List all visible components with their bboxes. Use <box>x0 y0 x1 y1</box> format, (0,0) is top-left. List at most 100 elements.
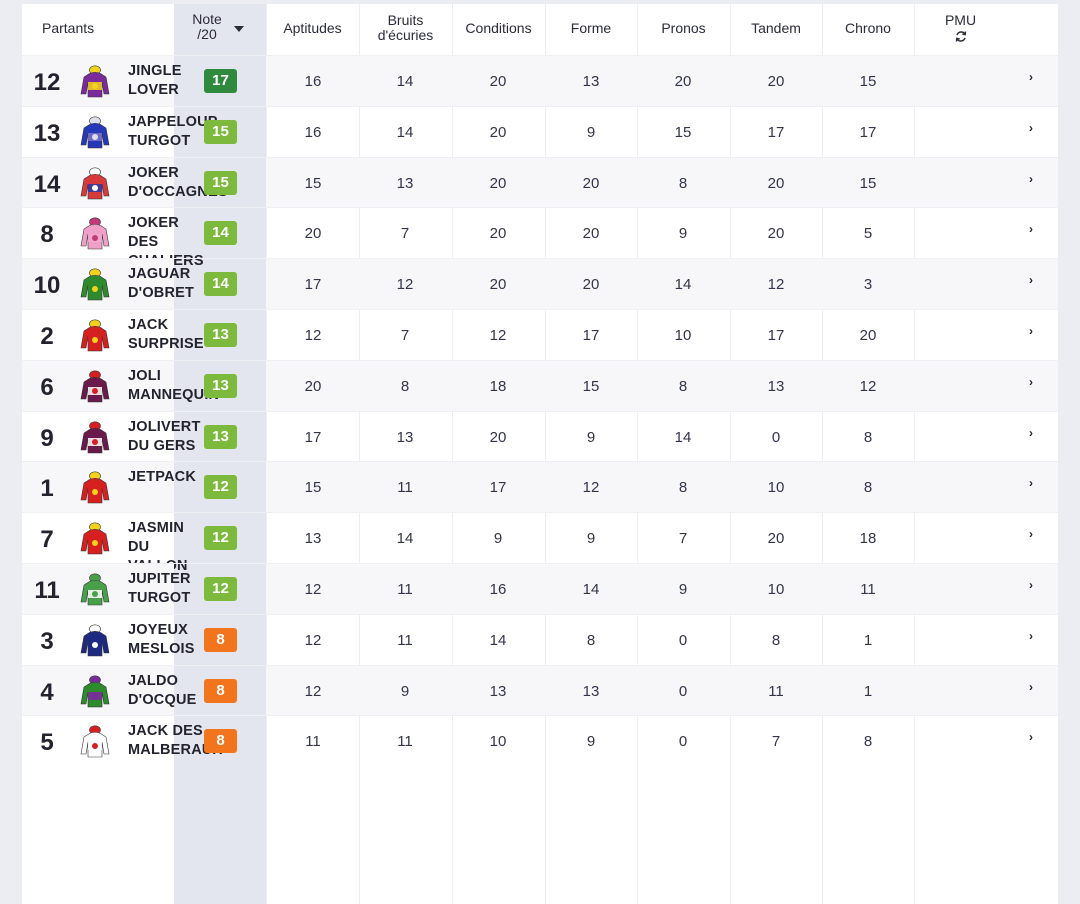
note-badge: 17 <box>204 69 237 93</box>
chevron-right-icon[interactable]: › <box>1029 120 1033 135</box>
horse-name[interactable]: JOYEUX MESLOIS <box>128 621 195 657</box>
table-row[interactable]: 12 JINGLE LOVER 17 16 14 20 13 20 20 15 › <box>22 55 1058 106</box>
cell-forme: 20 <box>582 225 600 243</box>
cell-bruits: 11 <box>397 479 413 497</box>
cell-conditions: 9 <box>493 530 503 548</box>
cell-chrono: 12 <box>859 377 877 395</box>
horse-name[interactable]: JAPPELOUP TURGOT <box>128 113 218 149</box>
col-header-pronos[interactable]: Pronos <box>661 20 706 36</box>
table-row[interactable]: 4 JALDO D'OCQUE 8 12 9 13 13 0 11 1 › <box>22 664 1058 716</box>
cell-chrono: 18 <box>859 530 877 548</box>
cell-bruits: 13 <box>396 428 414 446</box>
col-header-note[interactable]: Note /20 <box>182 12 244 42</box>
chevron-right-icon[interactable]: › <box>1029 476 1033 491</box>
table-row[interactable]: 9 JOLIVERT DU GERS 13 17 13 20 9 14 0 8 › <box>22 410 1058 462</box>
col-header-chrono[interactable]: Chrono <box>845 20 891 36</box>
jockey-silk-icon <box>80 167 110 199</box>
col-header-aptitudes[interactable]: Aptitudes <box>283 20 342 36</box>
horse-number: 14 <box>33 170 61 198</box>
cell-chrono: 5 <box>863 225 873 243</box>
chevron-right-icon[interactable]: › <box>1029 679 1033 694</box>
chevron-right-icon[interactable]: › <box>1029 730 1033 745</box>
chevron-right-icon[interactable]: › <box>1029 527 1033 542</box>
horse-name[interactable]: JACK SURPRISE <box>128 316 204 352</box>
jockey-silk-icon <box>80 370 110 403</box>
col-header-tandem[interactable]: Tandem <box>751 20 801 36</box>
horse-name[interactable]: JAGUAR D'OBRET <box>128 266 195 302</box>
cell-pronos: 15 <box>674 123 692 141</box>
cell-conditions: 20 <box>489 174 507 192</box>
note-badge: 15 <box>204 119 237 144</box>
note-badge: 13 <box>204 424 237 449</box>
table-row[interactable]: 10 JAGUAR D'OBRET 14 17 12 20 20 14 12 3 › <box>22 258 1058 309</box>
table-row[interactable]: 11 JUPITER TURGOT 12 12 11 16 14 9 10 11 › <box>22 562 1058 614</box>
chevron-right-icon[interactable]: › <box>1029 323 1033 338</box>
cell-conditions: 10 <box>489 733 507 751</box>
cell-forme: 20 <box>582 276 600 294</box>
horse-name[interactable]: JACK DES MALBERAUX <box>128 723 223 759</box>
note-badge: 12 <box>204 475 237 500</box>
cell-bruits: 14 <box>396 73 414 90</box>
chevron-right-icon[interactable]: › <box>1029 628 1033 643</box>
refresh-icon[interactable] <box>955 30 967 43</box>
caret-down-icon[interactable] <box>234 26 244 32</box>
cell-tandem: 10 <box>767 580 785 598</box>
cell-pronos: 10 <box>674 326 692 344</box>
cell-chrono: 8 <box>863 479 873 497</box>
col-header-bruits[interactable]: Bruits d'écuries <box>377 12 434 43</box>
horse-name[interactable]: JOLI MANNEQUIN <box>128 367 220 403</box>
horse-name[interactable]: JOKER D'OCCAGNES <box>128 164 228 200</box>
table-row[interactable]: 3 JOYEUX MESLOIS 8 12 11 14 8 0 8 1 › <box>22 613 1058 665</box>
chevron-right-icon[interactable]: › <box>1029 273 1033 288</box>
table-row[interactable]: 5 JACK DES MALBERAUX 8 11 11 10 9 0 7 8 › <box>22 715 1058 766</box>
chevron-right-icon[interactable]: › <box>1029 374 1033 389</box>
horse-number: 5 <box>40 729 54 757</box>
chevron-right-icon[interactable]: › <box>1029 222 1033 237</box>
table-row[interactable]: 2 JACK SURPRISE 13 12 7 12 17 10 17 20 › <box>22 308 1058 360</box>
horse-name[interactable]: JINGLE LOVER <box>128 63 182 98</box>
horse-name[interactable]: JUPITER TURGOT <box>128 570 191 606</box>
horse-name[interactable]: JOLIVERT DU GERS <box>128 418 201 454</box>
chevron-right-icon[interactable]: › <box>1029 577 1033 592</box>
row-background <box>266 157 1058 208</box>
table-row[interactable]: 14 JOKER D'OCCAGNES 15 15 13 20 20 8 20 15 › <box>22 156 1058 208</box>
horse-name[interactable]: JALDO D'OCQUE <box>128 672 197 708</box>
cell-tandem: 11 <box>768 682 784 700</box>
cell-bruits: 11 <box>397 580 413 598</box>
chevron-right-icon[interactable]: › <box>1029 70 1033 84</box>
jockey-silk-icon <box>80 624 110 657</box>
cell-pronos: 0 <box>678 733 688 751</box>
col-header-conditions[interactable]: Conditions <box>465 20 532 36</box>
table-body: 12 JINGLE LOVER 17 16 14 20 13 20 20 15 › 13 J… <box>22 55 1058 766</box>
col-header-pmu[interactable]: PMU <box>914 13 1007 43</box>
cell-aptitudes: 12 <box>304 631 322 649</box>
jockey-silk-icon <box>80 421 110 453</box>
horse-number: 4 <box>40 678 54 706</box>
cell-conditions: 20 <box>489 73 507 90</box>
chevron-right-icon[interactable]: › <box>1029 171 1033 186</box>
cell-bruits: 8 <box>400 377 410 395</box>
cell-conditions: 12 <box>489 326 507 344</box>
chevron-right-icon[interactable]: › <box>1029 425 1033 440</box>
cell-bruits: 14 <box>396 123 414 141</box>
jockey-silk-icon <box>80 217 110 250</box>
predictions-table: Partants Note /20 Aptitudes Bruits d'écu… <box>22 4 1058 904</box>
note-badge: 8 <box>204 729 237 754</box>
horse-number: 13 <box>33 119 61 147</box>
cell-aptitudes: 17 <box>304 276 322 294</box>
cell-bruits: 11 <box>397 631 413 649</box>
cell-bruits: 13 <box>396 174 414 192</box>
jockey-silk-icon <box>80 573 110 606</box>
table-row[interactable]: 6 JOLI MANNEQUIN 13 20 8 18 15 8 13 12 › <box>22 359 1058 411</box>
cell-chrono: 17 <box>859 123 877 141</box>
table-row[interactable]: 13 JAPPELOUP TURGOT 15 16 14 20 9 15 17 17 › <box>22 105 1058 157</box>
col-header-partants[interactable]: Partants <box>42 20 95 36</box>
cell-forme: 13 <box>582 73 600 90</box>
table-row[interactable]: 1 JETPACK 12 15 11 17 12 8 10 8 › <box>22 461 1058 513</box>
horse-name[interactable]: JETPACK <box>128 469 197 486</box>
col-header-forme[interactable]: Forme <box>570 20 612 36</box>
jockey-silk-icon <box>80 319 110 352</box>
row-background <box>266 56 1058 106</box>
